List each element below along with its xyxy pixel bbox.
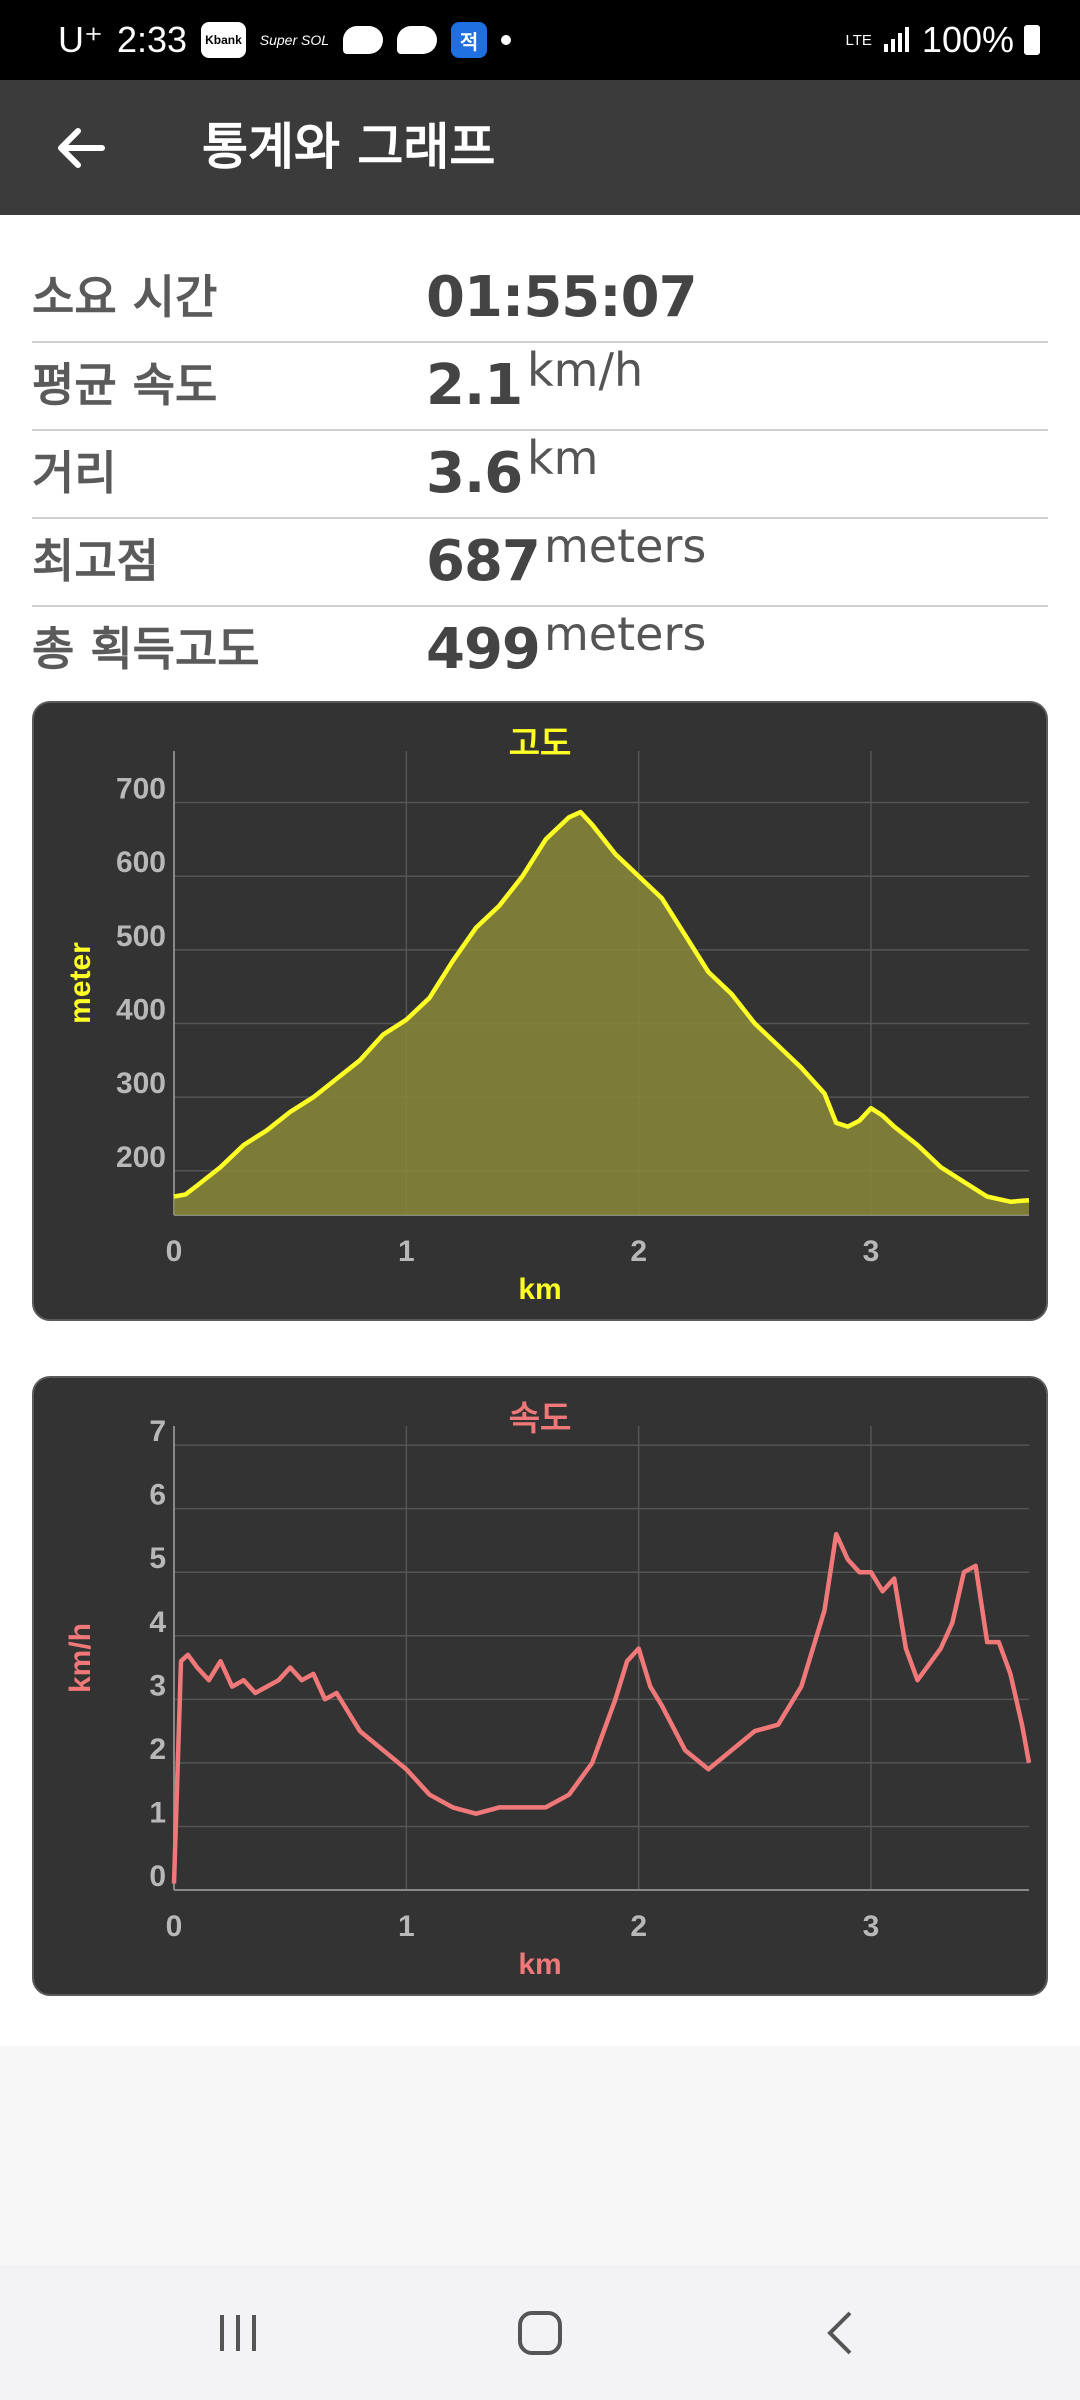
app-bar: 통계와 그래프 (0, 80, 1080, 215)
altitude-line (173, 809, 1030, 1204)
altitude-chart-card: 200 300 400 500 600 700 0 1 2 3 고도 km meter (32, 701, 1048, 1321)
stat-value: 2.1 (426, 353, 523, 418)
y-tick-label: 0 (149, 1860, 166, 1893)
stat-label: 총 획득고도 (32, 622, 260, 676)
chart-title: 속도 (509, 1399, 572, 1439)
battery-icon (1024, 25, 1040, 55)
stats-table: 소요 시간 01:55:07 평균 속도 2.1 km/h 거리 3.6 km … (32, 255, 1048, 693)
stat-row-distance: 거리 3.6 km (32, 431, 1048, 519)
y-tick-label: 500 (116, 920, 166, 953)
speed-chart: 0 1 2 3 4 5 6 7 0 1 2 3 속도 km km/h (64, 1399, 1032, 1981)
stat-row-max-altitude: 최고점 687 meters (32, 519, 1048, 607)
x-tick-label: 1 (398, 1235, 415, 1268)
nav-back-icon[interactable] (812, 2305, 872, 2361)
stat-value: 499 (426, 617, 541, 682)
altitude-area-fill (174, 812, 1029, 1215)
stat-unit: meters (544, 607, 707, 661)
y-tick-label: 400 (116, 994, 166, 1027)
y-axis-label: meter (64, 942, 97, 1024)
x-tick-label: 0 (166, 1910, 183, 1943)
y-tick-label: 600 (116, 846, 166, 879)
x-tick-label: 1 (398, 1910, 415, 1943)
altitude-chart: 200 300 400 500 600 700 0 1 2 3 고도 km meter (64, 724, 1030, 1306)
speed-line (171, 1531, 1032, 1884)
stat-unit: meters (544, 519, 707, 573)
y-tick-label: 200 (116, 1141, 166, 1174)
blue-app-icon: 적 (451, 22, 488, 58)
kbank-icon: Kbank (201, 22, 246, 58)
chat-bubble-icon (343, 26, 384, 54)
cloud-app-icon (397, 26, 438, 54)
stat-label: 거리 (32, 446, 117, 500)
home-icon[interactable] (510, 2305, 570, 2361)
stat-value: 3.6 (426, 441, 523, 506)
x-axis-label: km (518, 1948, 561, 1981)
y-tick-label: 2 (149, 1733, 166, 1766)
y-tick-label: 700 (116, 773, 166, 806)
lte-icon: LTE (845, 31, 872, 49)
stat-unit: km (527, 431, 599, 485)
page-title: 통계와 그래프 (202, 118, 496, 176)
y-axis-label: km/h (64, 1623, 97, 1693)
stat-row-total-ascent: 총 획득고도 499 meters (32, 607, 1048, 693)
x-tick-label: 0 (166, 1235, 183, 1268)
battery-percent: 100% (921, 19, 1014, 60)
more-notifications-dot-icon (501, 35, 512, 45)
x-tick-label: 2 (630, 1235, 647, 1268)
y-tick-label: 6 (149, 1479, 166, 1512)
stat-label: 소요 시간 (32, 270, 218, 324)
x-tick-label: 2 (630, 1910, 647, 1943)
carrier-label: U⁺ (58, 19, 103, 60)
chart-title: 고도 (509, 724, 572, 764)
y-tick-label: 5 (149, 1542, 166, 1575)
status-bar: U⁺ 2:33 Kbank Super SOL 적 LTE 100% (0, 0, 1080, 80)
y-tick-label: 7 (149, 1415, 166, 1448)
stat-value: 687 (426, 529, 541, 594)
y-tick-label: 300 (116, 1067, 166, 1100)
speed-chart-card: 0 1 2 3 4 5 6 7 0 1 2 3 속도 km km/h (32, 1376, 1048, 1996)
back-arrow-icon[interactable] (52, 120, 108, 176)
clock: 2:33 (117, 19, 188, 60)
y-tick-label: 1 (149, 1796, 166, 1829)
x-axis-label: km (518, 1273, 561, 1306)
y-tick-label: 4 (149, 1606, 166, 1639)
stat-label: 평균 속도 (32, 358, 218, 412)
stat-row-avg-speed: 평균 속도 2.1 km/h (32, 343, 1048, 431)
stat-value: 01:55:07 (426, 265, 698, 330)
y-tick-label: 3 (149, 1669, 166, 1702)
stat-unit: km/h (527, 343, 644, 397)
super-sol-icon: Super SOL (259, 32, 330, 48)
x-tick-label: 3 (863, 1910, 880, 1943)
stat-row-duration: 소요 시간 01:55:07 (32, 255, 1048, 343)
recent-apps-icon[interactable] (208, 2305, 268, 2361)
stat-label: 최고점 (32, 534, 159, 588)
navigation-bar (0, 2265, 1080, 2400)
signal-icon (883, 27, 909, 52)
x-tick-label: 3 (863, 1235, 880, 1268)
